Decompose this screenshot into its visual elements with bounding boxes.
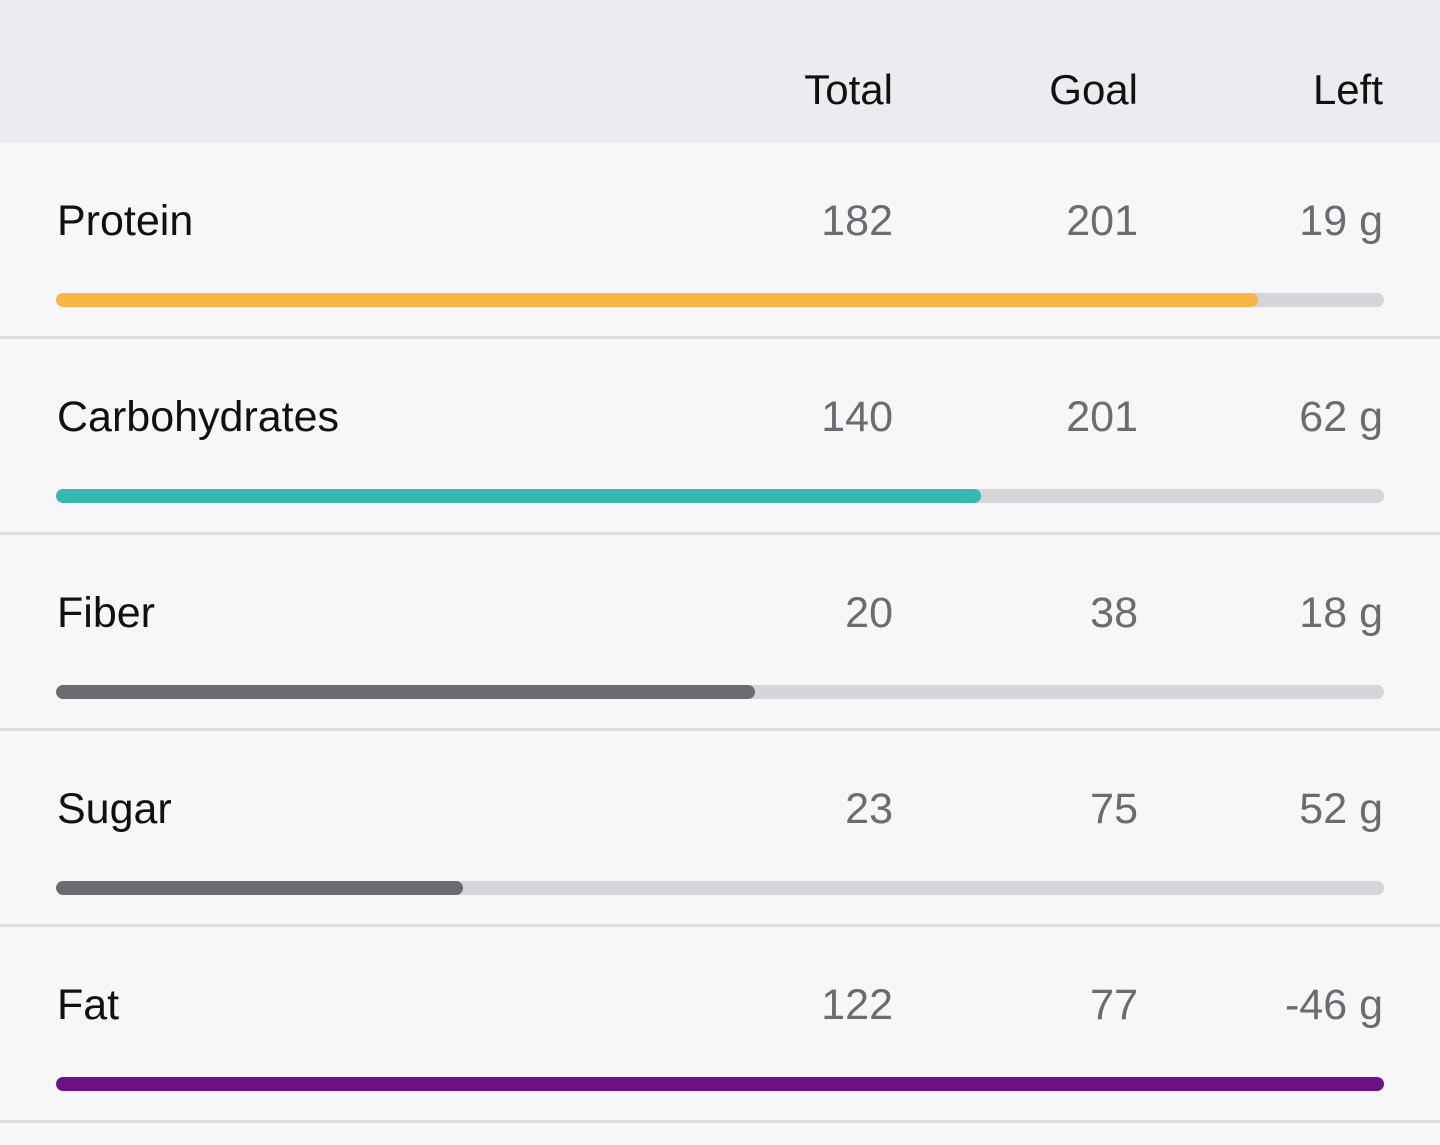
nutrient-row: Fiber 20 38 18 g [0,535,1440,731]
nutrient-total: 182 [821,197,893,245]
nutrient-goal: 38 [1090,589,1138,637]
nutrient-goal: 77 [1090,981,1138,1029]
nutrient-row: Sugar 23 75 52 g [0,731,1440,927]
progress-track [56,881,1384,895]
nutrient-total: 23 [845,785,893,833]
nutrient-total: 140 [821,393,893,441]
nutrient-name: Fiber [57,589,155,637]
nutrient-left: 52 g [1299,785,1383,833]
nutrient-total: 122 [821,981,893,1029]
nutrient-name: Fat [57,981,120,1029]
nutrient-name: Carbohydrates [57,393,340,441]
nutrient-name: Sugar [57,785,172,833]
nutrient-left: 62 g [1299,393,1383,441]
nutrient-row: Protein 182 201 19 g [0,143,1440,339]
column-header: Left [1312,66,1383,113]
progress-bar [56,293,1259,307]
progress-track [56,489,1384,503]
table-header: Total Goal Left [0,0,1440,143]
progress-bar [56,489,981,503]
progress-bar [56,685,755,699]
progress-track [56,1077,1384,1091]
column-header: Total [804,66,893,113]
nutrient-goal: 75 [1090,785,1138,833]
nutrient-left: 18 g [1299,589,1383,637]
nutrient-row: Carbohydrates 140 201 62 g [0,339,1440,535]
nutrient-total: 20 [845,589,893,637]
progress-bar [56,881,464,895]
nutrient-goal: 201 [1066,197,1138,245]
progress-bar [56,1077,1384,1091]
nutrient-goal: 201 [1066,393,1138,441]
nutrient-left: -46 g [1284,981,1383,1029]
column-header: Goal [1049,66,1138,113]
nutrient-left: 19 g [1299,197,1383,245]
progress-track [56,293,1384,307]
nutrient-row: Fat 122 77 -46 g [0,927,1440,1123]
nutrient-name: Protein [57,197,194,245]
progress-track [56,685,1384,699]
